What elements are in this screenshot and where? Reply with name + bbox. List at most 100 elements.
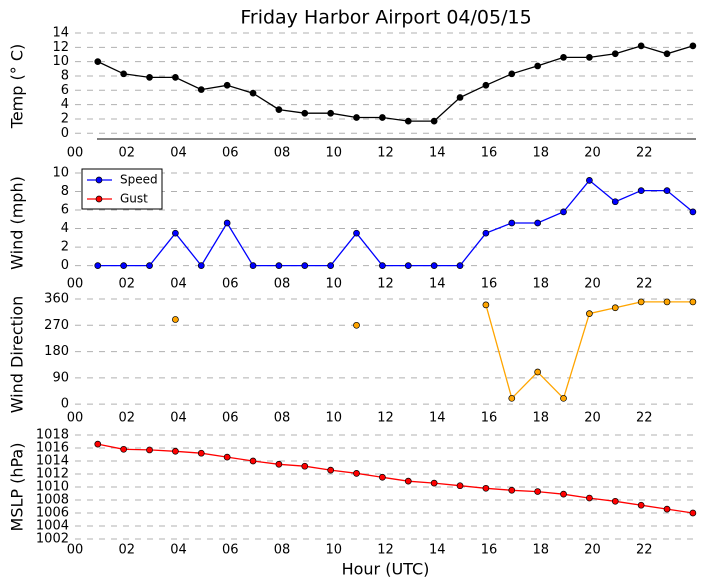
y-tick-label: 4	[61, 97, 69, 112]
x-tick-label: 10	[325, 543, 342, 558]
y-tick-label: 6	[61, 83, 69, 98]
y-axis-label: Temp (° C)	[8, 44, 27, 129]
data-point	[404, 477, 412, 485]
y-tick-label: 1006	[36, 506, 69, 521]
y-tick-label: 8	[61, 184, 69, 199]
x-tick-label: 00	[67, 543, 84, 558]
data-point	[120, 262, 127, 269]
x-tick-label: 18	[532, 543, 549, 558]
x-tick-label: 06	[222, 411, 239, 426]
legend-marker	[95, 176, 103, 184]
data-point	[560, 54, 567, 61]
data-point	[508, 486, 516, 494]
x-tick-label: 22	[636, 146, 653, 161]
series-line	[97, 179, 694, 267]
data-point	[197, 449, 205, 457]
data-point	[637, 501, 645, 509]
data-point	[327, 262, 334, 269]
data-point	[482, 484, 490, 492]
x-tick-label: 06	[222, 543, 239, 558]
y-tick-label: 1018	[36, 428, 69, 443]
x-tick-label: 16	[481, 146, 498, 161]
y-tick-label: 6	[61, 203, 69, 218]
y-axis-label: Wind Direction	[8, 296, 27, 414]
x-tick-label: 12	[377, 277, 394, 292]
y-tick-label: 90	[52, 370, 69, 385]
data-point	[379, 473, 386, 481]
x-tick-label: 12	[377, 146, 394, 161]
y-tick-label: 10	[52, 166, 69, 181]
data-point	[301, 462, 309, 470]
y-tick-label: 0	[61, 126, 69, 141]
x-tick-label: 18	[532, 146, 549, 161]
x-axis-label: Hour (UTC)	[342, 560, 430, 579]
series-line	[97, 45, 694, 122]
x-tick-label: 02	[118, 411, 135, 426]
data-point	[560, 394, 567, 402]
x-tick-label: 14	[429, 543, 446, 558]
data-point	[689, 42, 697, 50]
data-point	[172, 74, 179, 81]
data-point	[586, 54, 593, 61]
y-tick-label: 1010	[36, 480, 69, 495]
data-point	[249, 457, 257, 465]
x-tick-label: 00	[67, 411, 84, 426]
data-point	[223, 453, 231, 461]
data-point	[94, 58, 102, 65]
data-point	[663, 298, 671, 306]
data-point	[430, 479, 438, 487]
data-point	[146, 74, 153, 81]
data-point	[120, 445, 127, 453]
data-point	[275, 262, 283, 269]
data-point	[560, 208, 567, 216]
x-tick-label: 18	[532, 277, 549, 292]
y-tick-label: 360	[44, 292, 69, 307]
x-tick-label: 16	[481, 411, 498, 426]
data-point	[689, 208, 697, 216]
y-tick-label: 1002	[36, 532, 69, 547]
data-point	[663, 50, 671, 58]
x-tick-label: 02	[118, 543, 135, 558]
y-tick-label: 2	[61, 111, 69, 126]
x-tick-label: 22	[636, 411, 653, 426]
data-point	[94, 440, 102, 448]
legend-label: Gust	[120, 192, 148, 206]
y-tick-label: 8	[61, 68, 69, 83]
y-tick-label: 14	[52, 26, 69, 41]
data-point	[534, 62, 541, 70]
data-point	[430, 262, 438, 269]
data-point	[482, 229, 490, 237]
y-tick-label: 2	[61, 240, 69, 255]
data-point	[301, 262, 309, 269]
data-point	[379, 114, 386, 121]
x-tick-label: 10	[325, 277, 342, 292]
y-axis-label: MSLP (hPa)	[8, 443, 27, 532]
data-point	[353, 114, 360, 121]
x-tick-label: 18	[532, 411, 549, 426]
x-tick-label: 08	[274, 543, 291, 558]
y-tick-label: 4	[61, 221, 69, 236]
data-point	[456, 262, 464, 269]
data-point	[275, 460, 283, 468]
x-tick-label: 06	[222, 146, 239, 161]
data-point	[146, 262, 153, 269]
x-tick-label: 16	[481, 277, 498, 292]
y-tick-label: 270	[44, 318, 69, 333]
x-tick-label: 16	[481, 543, 498, 558]
y-tick-label: 10	[52, 54, 69, 69]
data-point	[120, 70, 127, 78]
data-point	[637, 42, 645, 50]
data-point	[482, 301, 490, 309]
data-point	[301, 109, 309, 117]
data-point	[611, 497, 619, 505]
data-point	[353, 470, 360, 477]
data-point	[456, 94, 464, 101]
x-tick-label: 10	[325, 411, 342, 426]
data-point	[353, 229, 360, 237]
legend: Speed Gust	[81, 168, 163, 210]
y-tick-label: 180	[44, 344, 69, 359]
legend-label: Speed	[120, 173, 158, 187]
data-point	[197, 262, 205, 269]
data-point	[586, 310, 593, 317]
